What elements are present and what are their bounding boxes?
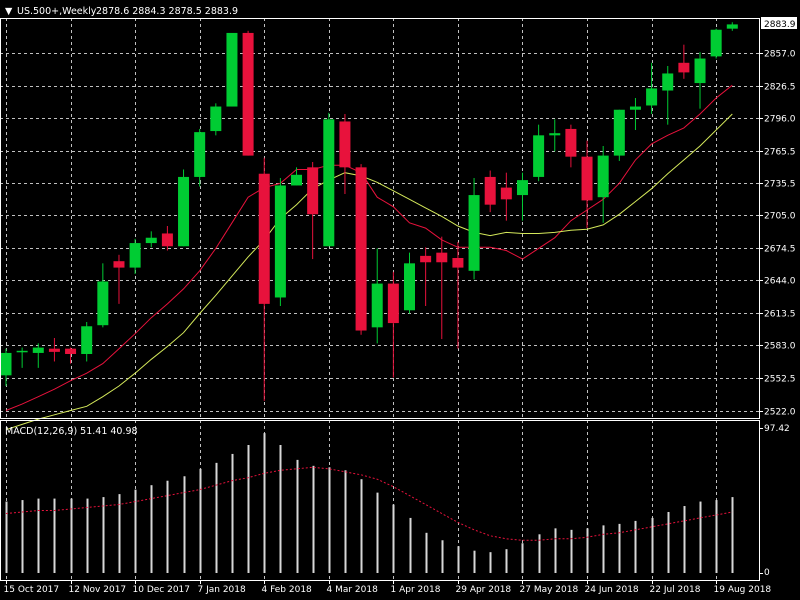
x-tick-label: 4 Mar 2018 xyxy=(327,585,379,595)
candle-bull[interactable] xyxy=(629,106,641,110)
candle-bull[interactable] xyxy=(726,24,738,29)
candle-bear[interactable] xyxy=(161,233,173,247)
candle-bear[interactable] xyxy=(339,121,351,168)
candle-bear[interactable] xyxy=(420,255,432,263)
y-tick-label: 2705.0 xyxy=(764,212,796,222)
candle-bear[interactable] xyxy=(565,128,577,157)
candle-bull[interactable] xyxy=(81,326,93,354)
dropdown-arrow-icon[interactable]: ▼ xyxy=(5,6,13,17)
candle-bull[interactable] xyxy=(516,180,528,196)
candle-bull[interactable] xyxy=(549,133,561,136)
candle-bear[interactable] xyxy=(65,348,77,354)
y-tick-label: 2522.0 xyxy=(764,408,796,418)
candle-bear[interactable] xyxy=(436,252,448,263)
candle-bull[interactable] xyxy=(145,237,157,244)
macd-pane-frame xyxy=(0,420,760,581)
candle-bear[interactable] xyxy=(258,173,270,304)
candle-bull[interactable] xyxy=(0,352,12,376)
x-tick-label: 24 Jun 2018 xyxy=(585,585,639,595)
ma-slow-line xyxy=(5,113,733,431)
y-tick-label: 2552.5 xyxy=(764,375,796,385)
candle-bear[interactable] xyxy=(242,32,254,156)
candle-bull[interactable] xyxy=(16,350,28,353)
candle-bull[interactable] xyxy=(371,283,383,328)
candle-bear[interactable] xyxy=(500,187,512,200)
candle-bull[interactable] xyxy=(323,119,335,247)
candle-bull[interactable] xyxy=(597,155,609,198)
candle-bull[interactable] xyxy=(129,243,141,268)
candle-bull[interactable] xyxy=(613,109,625,156)
candle-bull[interactable] xyxy=(194,132,206,177)
x-tick-label: 29 Apr 2018 xyxy=(456,585,512,595)
candle-bear[interactable] xyxy=(678,62,690,73)
y-tick-label: 2674.5 xyxy=(764,245,796,255)
candle-bull[interactable] xyxy=(32,347,44,353)
x-tick-label: 10 Dec 2017 xyxy=(133,585,191,595)
x-tick-label: 22 Jul 2018 xyxy=(650,585,701,595)
axes: 2857.0 2826.5 2796.0 2765.5 2735.5 2705.0 2674… xyxy=(0,18,796,595)
candle-bull[interactable] xyxy=(274,185,286,298)
candle-bull[interactable] xyxy=(404,263,415,311)
symbol-timeframe-label: US.500+,Weekly xyxy=(17,6,97,17)
candle-bear[interactable] xyxy=(452,258,464,268)
current-price-box xyxy=(761,17,797,29)
x-tick-label: 1 Apr 2018 xyxy=(391,585,441,595)
macd-max-label: 97.42 xyxy=(764,424,790,434)
macd-zero-label: 0 xyxy=(764,568,770,578)
candle-bear[interactable] xyxy=(113,261,125,268)
macd-pane[interactable] xyxy=(5,433,734,573)
candle-bull[interactable] xyxy=(662,73,674,91)
y-tick-label: 2644.0 xyxy=(764,277,796,287)
candle-bear[interactable] xyxy=(387,283,399,324)
y-tick-label: 2826.5 xyxy=(764,83,796,93)
macd-signal-line xyxy=(5,466,733,541)
y-tick-label: 2735.5 xyxy=(764,180,796,190)
candle-bull[interactable] xyxy=(533,135,545,177)
x-tick-label: 19 Aug 2018 xyxy=(714,585,772,595)
candle-bull[interactable] xyxy=(97,281,109,326)
ohlc-values: 2878.6 2884.3 2878.5 2883.9 xyxy=(96,6,238,17)
y-tick-label: 2583.0 xyxy=(764,342,796,352)
candle-bull[interactable] xyxy=(291,174,303,186)
y-tick-label: 2765.5 xyxy=(764,148,796,158)
candle-bear[interactable] xyxy=(581,156,593,201)
ma-fast-line xyxy=(5,84,733,411)
candle-bull[interactable] xyxy=(646,88,658,106)
current-price-label: 2883.9 xyxy=(764,20,796,30)
candle-bear[interactable] xyxy=(48,348,60,352)
candle-bull[interactable] xyxy=(468,195,480,271)
y-tick-label: 2796.0 xyxy=(764,115,796,125)
y-tick-label: 2613.5 xyxy=(764,310,796,320)
x-tick-label: 27 May 2018 xyxy=(520,585,579,595)
candle-bear[interactable] xyxy=(355,167,367,331)
candle-bear[interactable] xyxy=(484,176,496,205)
macd-label: MACD(12,26,9) 51.41 40.98 xyxy=(5,426,138,437)
x-tick-label: 15 Oct 2017 xyxy=(4,585,60,595)
candle-bull[interactable] xyxy=(178,176,190,247)
x-tick-label: 12 Nov 2017 xyxy=(69,585,127,595)
candle-bull[interactable] xyxy=(694,58,706,84)
x-tick-label: 4 Feb 2018 xyxy=(262,585,313,595)
candle-bull[interactable] xyxy=(210,106,222,132)
price-pane-frame xyxy=(0,18,760,419)
candle-bull[interactable] xyxy=(226,32,238,107)
y-tick-label: 2857.0 xyxy=(764,50,796,60)
candle-bear[interactable] xyxy=(307,167,319,215)
x-tick-label: 7 Jan 2018 xyxy=(198,585,246,595)
candle-bull[interactable] xyxy=(710,29,722,57)
price-pane[interactable] xyxy=(0,22,738,431)
